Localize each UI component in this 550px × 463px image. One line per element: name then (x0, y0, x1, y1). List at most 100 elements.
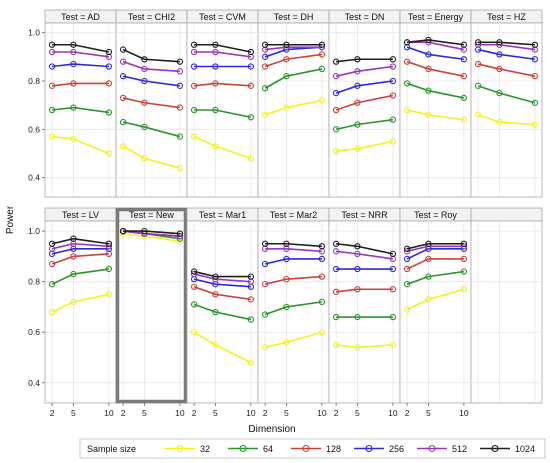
data-point-64 (105, 265, 113, 273)
series-line-64 (264, 301, 323, 316)
data-point-64 (190, 106, 198, 114)
data-point-32 (318, 329, 326, 336)
data-point-512 (141, 65, 148, 73)
series-line-512 (51, 242, 109, 250)
data-point-32 (190, 329, 198, 336)
data-point-64 (212, 106, 219, 114)
x-tick-label: 10 (246, 408, 256, 418)
panel-chi2: Test = CHI2 (115, 9, 188, 198)
series-line-64 (52, 106, 110, 114)
data-point-128 (283, 275, 290, 283)
data-point-64 (389, 116, 397, 123)
x-tick-label: 10 (104, 408, 114, 418)
series-line-32 (264, 99, 323, 116)
series-line-256 (477, 48, 536, 61)
legend-label-256: 256 (389, 444, 404, 454)
panel-title: Test = New (129, 210, 174, 220)
series-line-1024 (51, 237, 110, 245)
data-point-1024 (247, 48, 255, 56)
y-tick-label: 1.0 (28, 226, 40, 236)
data-point-64 (496, 89, 503, 97)
data-point-256 (332, 265, 340, 273)
data-point-1024 (318, 243, 326, 250)
data-point-256 (247, 63, 255, 70)
series-line-32 (51, 293, 110, 313)
series-line-256 (52, 63, 109, 68)
legend-swatch-marker-64 (239, 444, 247, 453)
panel-title: Test = Energy (408, 12, 464, 22)
data-point-1024 (425, 36, 432, 44)
panel-title: Test = HZ (487, 12, 526, 22)
data-point-64 (70, 270, 77, 278)
series-line-1024 (265, 242, 322, 248)
legend-title: Sample size (87, 444, 136, 454)
panel-new: Test = New (115, 207, 188, 404)
data-point-512 (332, 73, 340, 80)
series-line-32 (52, 135, 110, 155)
data-point-512 (119, 58, 127, 65)
data-point-1024 (283, 240, 290, 247)
data-point-1024 (403, 39, 411, 46)
series-line-1024 (123, 230, 180, 235)
series-line-32 (193, 135, 252, 160)
data-point-512 (70, 48, 77, 56)
panel-energy: Test = Energy (399, 9, 472, 198)
data-point-32 (105, 150, 113, 157)
data-point-32 (332, 341, 340, 349)
data-point-64 (70, 104, 77, 111)
data-point-256 (190, 63, 198, 70)
data-point-32 (105, 291, 113, 298)
data-point-128 (403, 58, 411, 65)
data-point-32 (247, 155, 255, 162)
series-line-64 (477, 85, 536, 104)
data-point-1024 (332, 58, 340, 65)
series-line-512 (122, 60, 180, 73)
data-point-1024 (531, 41, 539, 48)
data-point-64 (261, 311, 269, 318)
series-line-128 (122, 97, 181, 109)
legend: Sample size 32 64 128 256 512 1024 (79, 438, 546, 459)
panel-plot-area (115, 220, 188, 404)
data-point-1024 (141, 227, 148, 235)
data-point-1024 (105, 48, 113, 56)
data-point-256 (105, 63, 113, 70)
data-point-1024 (318, 41, 326, 48)
series-line-1024 (52, 43, 110, 53)
series-line-128 (406, 258, 464, 270)
series-line-128 (406, 60, 465, 77)
data-point-64 (247, 114, 255, 121)
data-point-128 (247, 296, 255, 303)
data-point-64 (425, 273, 432, 280)
data-point-64 (354, 313, 361, 321)
series-line-256 (193, 278, 251, 288)
data-point-128 (190, 82, 198, 89)
data-point-512 (389, 63, 397, 70)
data-point-1024 (261, 41, 269, 48)
y-tick-label: 0.6 (28, 124, 40, 134)
series-line-32 (477, 114, 535, 126)
legend-label-512: 512 (452, 444, 467, 454)
data-point-128 (119, 94, 127, 102)
data-point-128 (70, 253, 77, 260)
data-point-32 (332, 147, 340, 155)
data-point-128 (247, 82, 255, 89)
x-tick-label: 10 (317, 408, 327, 418)
data-point-128 (460, 255, 468, 263)
data-point-256 (403, 255, 411, 263)
data-point-128 (70, 80, 77, 87)
data-point-128 (354, 99, 361, 106)
data-point-128 (332, 288, 340, 295)
data-point-32 (176, 164, 184, 172)
data-point-1024 (176, 58, 184, 65)
panel-title: Test = AD (61, 12, 100, 22)
legend-swatch-marker-256 (365, 444, 373, 453)
series-line-64 (264, 68, 323, 89)
data-point-32 (70, 135, 77, 143)
data-point-32 (460, 116, 468, 123)
series-line-64 (51, 268, 110, 285)
series-line-32 (264, 331, 323, 349)
series-line-512 (335, 65, 394, 77)
legend-label-64: 64 (263, 444, 273, 454)
data-point-64 (283, 73, 290, 80)
